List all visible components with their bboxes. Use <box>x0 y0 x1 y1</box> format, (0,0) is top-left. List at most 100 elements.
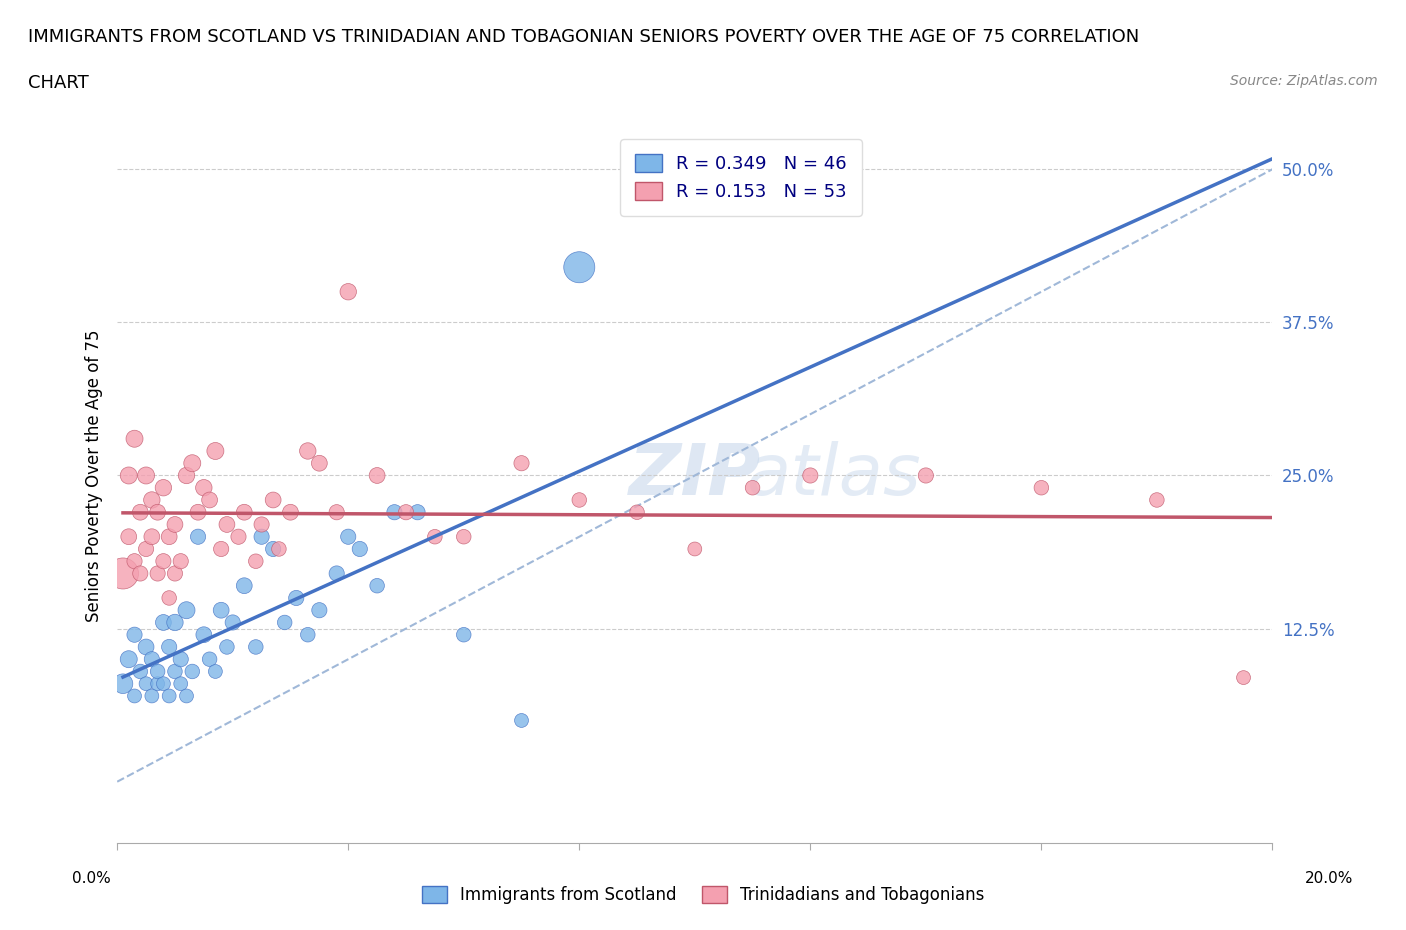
Point <box>141 529 163 544</box>
Point <box>297 444 319 458</box>
Point <box>1031 480 1053 495</box>
Point <box>152 676 174 691</box>
Point <box>170 676 193 691</box>
Point <box>157 688 180 703</box>
Point <box>366 468 388 483</box>
Point <box>349 541 371 556</box>
Point <box>741 480 763 495</box>
Point <box>170 652 193 667</box>
Point <box>285 591 308 605</box>
Point <box>325 505 347 520</box>
Text: ZIP: ZIP <box>628 441 761 510</box>
Point <box>152 480 174 495</box>
Point <box>384 505 406 520</box>
Point <box>683 541 706 556</box>
Point <box>163 615 186 630</box>
Point <box>626 505 648 520</box>
Point <box>124 688 146 703</box>
Point <box>146 676 169 691</box>
Legend: Immigrants from Scotland, Trinidadians and Tobagonians: Immigrants from Scotland, Trinidadians a… <box>408 872 998 917</box>
Point <box>176 603 198 618</box>
Point <box>262 541 284 556</box>
Point <box>209 603 232 618</box>
Point <box>157 640 180 655</box>
Point <box>129 505 152 520</box>
Point <box>297 627 319 642</box>
Point <box>157 529 180 544</box>
Text: IMMIGRANTS FROM SCOTLAND VS TRINIDADIAN AND TOBAGONIAN SENIORS POVERTY OVER THE : IMMIGRANTS FROM SCOTLAND VS TRINIDADIAN … <box>28 28 1139 46</box>
Point <box>146 664 169 679</box>
Point <box>914 468 936 483</box>
Point <box>157 591 180 605</box>
Point <box>250 517 273 532</box>
Point <box>280 505 302 520</box>
Text: CHART: CHART <box>28 74 89 92</box>
Point <box>111 566 134 581</box>
Point <box>267 541 290 556</box>
Point <box>215 640 238 655</box>
Point <box>245 640 267 655</box>
Point <box>1232 671 1254 685</box>
Point <box>799 468 821 483</box>
Point <box>152 615 174 630</box>
Point <box>118 529 141 544</box>
Point <box>135 676 157 691</box>
Point <box>187 529 209 544</box>
Point <box>568 259 591 274</box>
Point <box>406 505 429 520</box>
Point <box>510 456 533 471</box>
Point <box>135 541 157 556</box>
Point <box>124 627 146 642</box>
Text: 20.0%: 20.0% <box>1305 871 1353 886</box>
Point <box>1146 493 1168 508</box>
Point <box>568 493 591 508</box>
Point <box>163 517 186 532</box>
Point <box>215 517 238 532</box>
Point <box>129 566 152 581</box>
Point <box>146 505 169 520</box>
Legend: R = 0.349   N = 46, R = 0.153   N = 53: R = 0.349 N = 46, R = 0.153 N = 53 <box>620 140 862 216</box>
Point <box>395 505 418 520</box>
Point <box>366 578 388 593</box>
Text: Source: ZipAtlas.com: Source: ZipAtlas.com <box>1230 74 1378 88</box>
Y-axis label: Seniors Poverty Over the Age of 75: Seniors Poverty Over the Age of 75 <box>86 329 103 622</box>
Point <box>118 652 141 667</box>
Point <box>124 432 146 446</box>
Point <box>118 468 141 483</box>
Point <box>337 529 360 544</box>
Point <box>204 444 226 458</box>
Point <box>170 553 193 568</box>
Point <box>198 652 221 667</box>
Point <box>187 505 209 520</box>
Point <box>262 493 284 508</box>
Point <box>163 664 186 679</box>
Point <box>181 664 204 679</box>
Point <box>204 664 226 679</box>
Point <box>176 468 198 483</box>
Point <box>176 688 198 703</box>
Point <box>250 529 273 544</box>
Point <box>245 553 267 568</box>
Point <box>325 566 347 581</box>
Text: atlas: atlas <box>747 441 921 510</box>
Point <box>228 529 250 544</box>
Point <box>308 456 330 471</box>
Point <box>193 627 215 642</box>
Point <box>129 664 152 679</box>
Point <box>453 627 475 642</box>
Point <box>510 713 533 728</box>
Point <box>273 615 295 630</box>
Point <box>141 652 163 667</box>
Point <box>233 505 256 520</box>
Point <box>146 566 169 581</box>
Point <box>423 529 446 544</box>
Point <box>152 553 174 568</box>
Text: 0.0%: 0.0% <box>72 871 111 886</box>
Point <box>141 493 163 508</box>
Point <box>222 615 245 630</box>
Point <box>111 676 134 691</box>
Point <box>233 578 256 593</box>
Point <box>198 493 221 508</box>
Point <box>193 480 215 495</box>
Point <box>308 603 330 618</box>
